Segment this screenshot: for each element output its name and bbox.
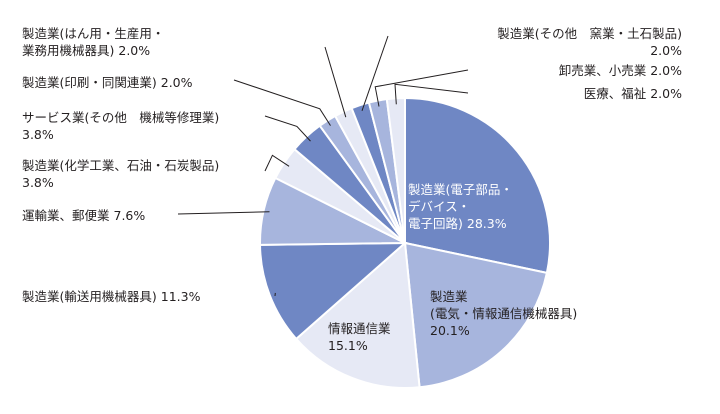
slice-label-wholesale-retail: 卸売業、小売業 2.0% [558, 63, 682, 78]
slice-label-transport-postal: 運輸業、郵便業 7.6% [22, 208, 146, 223]
slice-label-medical-welfare: 医療、福祉 2.0% [583, 86, 682, 101]
leader-line-7 [233, 79, 331, 126]
slice-label-general-machinery: 製造業(はん用・生産用・ 業務用機械器具) 2.0% [22, 26, 165, 58]
pie-slice-1 [403, 241, 549, 389]
slice-label-transport-machinery: 製造業(輸送用機械器具) 11.3% [22, 289, 201, 304]
leader-line-11 [394, 83, 469, 105]
pie-slice-0 [404, 96, 551, 275]
slice-label-ceramics: 製造業(その他 窯業・土石製品) 2.0% [497, 26, 682, 58]
slice-label-services-repair: サービス業(その他 機械等修理業) 3.8% [22, 110, 220, 142]
slice-label-electrical-machinery: 製造業 (電気・情報通信機械器具) 20.1% [430, 289, 578, 338]
slice-label-information-communication: 情報通信業 15.1% [328, 321, 391, 353]
leader-line-10 [374, 69, 469, 107]
pie-slice-3 [258, 241, 408, 341]
slice-label-printing: 製造業(印刷・同関連業) 2.0% [22, 75, 193, 90]
leader-line-6 [264, 115, 311, 142]
leader-line-9 [361, 35, 389, 111]
leader-line-5 [264, 154, 290, 172]
slice-label-chemical: 製造業(化学工業、石油・石炭製品) 3.8% [22, 158, 220, 190]
slice-label-electronic-parts: 製造業(電子部品・ デバイス・ 電子回路) 28.3% [408, 182, 513, 231]
leader-line-4 [177, 211, 270, 215]
pie-slice-2 [294, 240, 421, 389]
leader-line-8 [324, 46, 347, 118]
